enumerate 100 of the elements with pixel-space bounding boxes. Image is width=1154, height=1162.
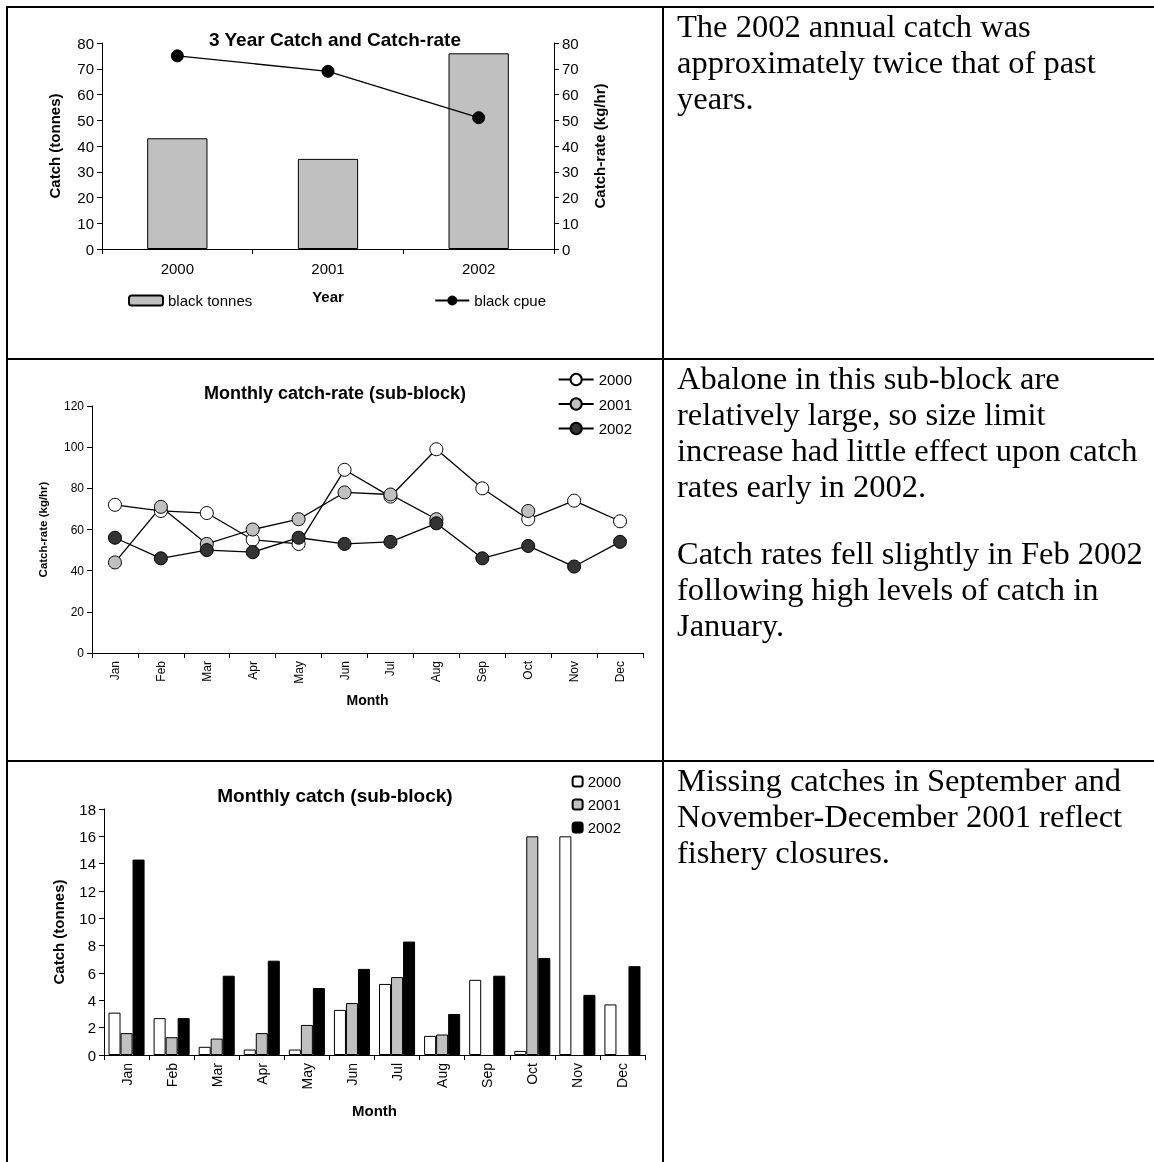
x-tick-label: Dec <box>613 661 628 683</box>
y-axis-title: Catch (tonnes) <box>50 879 67 985</box>
point <box>291 512 306 527</box>
x-tick-label: 2002 <box>461 260 496 277</box>
x-tick-label: Jan <box>118 1063 135 1086</box>
x-tick-label: 2001 <box>311 260 345 277</box>
chart-title: Monthly catch-rate (sub-block) <box>203 383 467 403</box>
y2-tick-label: 50 <box>562 111 579 129</box>
x-tick-label: Nov <box>567 661 582 683</box>
y-tick-label: 0 <box>77 646 85 660</box>
y-tick-label: 40 <box>70 563 85 578</box>
text: Catch rates fell slightly in Feb 2002 following high levels of catch in January. <box>677 535 1144 643</box>
legend-label: black cpue <box>474 292 547 309</box>
y2-tick-label: 60 <box>562 86 579 103</box>
legend-label: 2002 <box>587 819 622 836</box>
y2-tick-label: 80 <box>562 34 579 52</box>
point <box>613 514 628 529</box>
y-tick-label: 20 <box>77 189 94 206</box>
x-tick-label: Aug <box>429 661 444 683</box>
y2-tick-label: 0 <box>562 240 571 258</box>
y-tick-label: 6 <box>87 964 96 982</box>
point <box>472 111 486 125</box>
x-tick-label: Nov <box>569 1063 586 1088</box>
x-tick-label: Apr <box>253 1062 270 1085</box>
text: The 2002 annual catch was approximately twice that of past years. <box>677 8 1097 116</box>
point <box>613 534 628 549</box>
text: Abalone in this sub-block are relatively large, so size limit increase had little effect upon catch rates early in 2002. <box>677 360 1139 504</box>
point <box>567 559 582 574</box>
point <box>153 551 168 566</box>
x-tick-label: 2000 <box>160 260 195 277</box>
x-tick-label: Apr <box>245 661 260 680</box>
x-tick-label: May <box>291 661 306 684</box>
point <box>337 536 352 551</box>
x-tick-label: Oct <box>524 1062 541 1085</box>
x-axis-title: Month <box>346 692 389 708</box>
x-tick-label: Aug <box>434 1063 451 1088</box>
x-tick-label: Jul <box>383 661 398 677</box>
y-tick-label: 60 <box>77 86 94 103</box>
chart-title: Monthly catch (sub-block) <box>217 785 453 806</box>
x-tick-label: Feb <box>153 660 168 682</box>
point <box>429 442 444 457</box>
y-tick-label: 100 <box>63 440 85 455</box>
y-tick-label: 50 <box>77 111 94 129</box>
x-tick-label: Oct <box>521 660 536 680</box>
y-tick-label: 10 <box>77 214 94 232</box>
y-tick-label: 16 <box>79 827 96 845</box>
point <box>107 497 122 512</box>
x-tick-label: Mar <box>199 661 214 682</box>
point <box>321 64 335 78</box>
x-tick-label: Feb <box>163 1062 180 1088</box>
x-tick-label: Sep <box>479 1062 496 1088</box>
x-tick-label: Jun <box>343 1063 360 1086</box>
point <box>337 462 352 477</box>
legend-label: 2001 <box>598 395 633 413</box>
point <box>291 530 306 545</box>
chart-title: 3 Year Catch and Catch-rate <box>208 29 462 50</box>
legend-label: 2000 <box>587 773 622 790</box>
point <box>337 485 352 500</box>
legend-label: 2002 <box>598 420 633 437</box>
x-axis-title: Year <box>312 288 345 305</box>
y2-tick-label: 20 <box>562 189 579 206</box>
y-tick-label: 18 <box>79 800 96 818</box>
y2-axis-title: Catch-rate (kg/hr) <box>591 83 608 209</box>
point <box>107 530 122 545</box>
x-axis-title: Month <box>352 1102 397 1119</box>
x-tick-label: Jan <box>107 661 122 681</box>
y-tick-label: 80 <box>77 34 94 52</box>
y-axis-title: Catch (tonnes) <box>46 93 63 199</box>
y-axis-title: Catch-rate (kg/hr) <box>37 481 49 578</box>
y-tick-label: 4 <box>87 991 96 1009</box>
point <box>245 545 260 560</box>
y-tick-label: 0 <box>85 240 94 258</box>
x-tick-label: Dec <box>614 1063 631 1088</box>
point <box>383 534 398 549</box>
x-tick-label: Jun <box>337 661 352 681</box>
y-tick-label: 20 <box>70 604 85 619</box>
point <box>153 499 168 514</box>
x-tick-label: Jul <box>389 1063 406 1081</box>
y-tick-label: 10 <box>79 909 96 927</box>
y2-tick-label: 40 <box>562 137 579 155</box>
y-tick-label: 30 <box>77 163 94 181</box>
point <box>521 538 536 553</box>
legend-label: 2001 <box>587 796 622 813</box>
point <box>429 516 444 531</box>
point <box>199 543 214 558</box>
y-tick-label: 70 <box>77 60 94 78</box>
y-tick-label: 40 <box>77 137 94 155</box>
y-tick-label: 120 <box>63 399 85 413</box>
point <box>567 493 582 508</box>
point <box>170 49 184 63</box>
text: Missing catches in September and November-December 2001 reflect fishery closures. <box>677 762 1124 870</box>
y-tick-label: 60 <box>70 522 85 537</box>
y2-tick-label: 30 <box>562 163 579 181</box>
point <box>107 555 122 570</box>
point <box>245 522 260 537</box>
y-tick-label: 0 <box>87 1046 96 1064</box>
x-tick-label: Sep <box>475 660 490 683</box>
legend-label: 2000 <box>598 371 633 388</box>
y-tick-label: 14 <box>79 855 96 873</box>
point <box>475 481 490 496</box>
